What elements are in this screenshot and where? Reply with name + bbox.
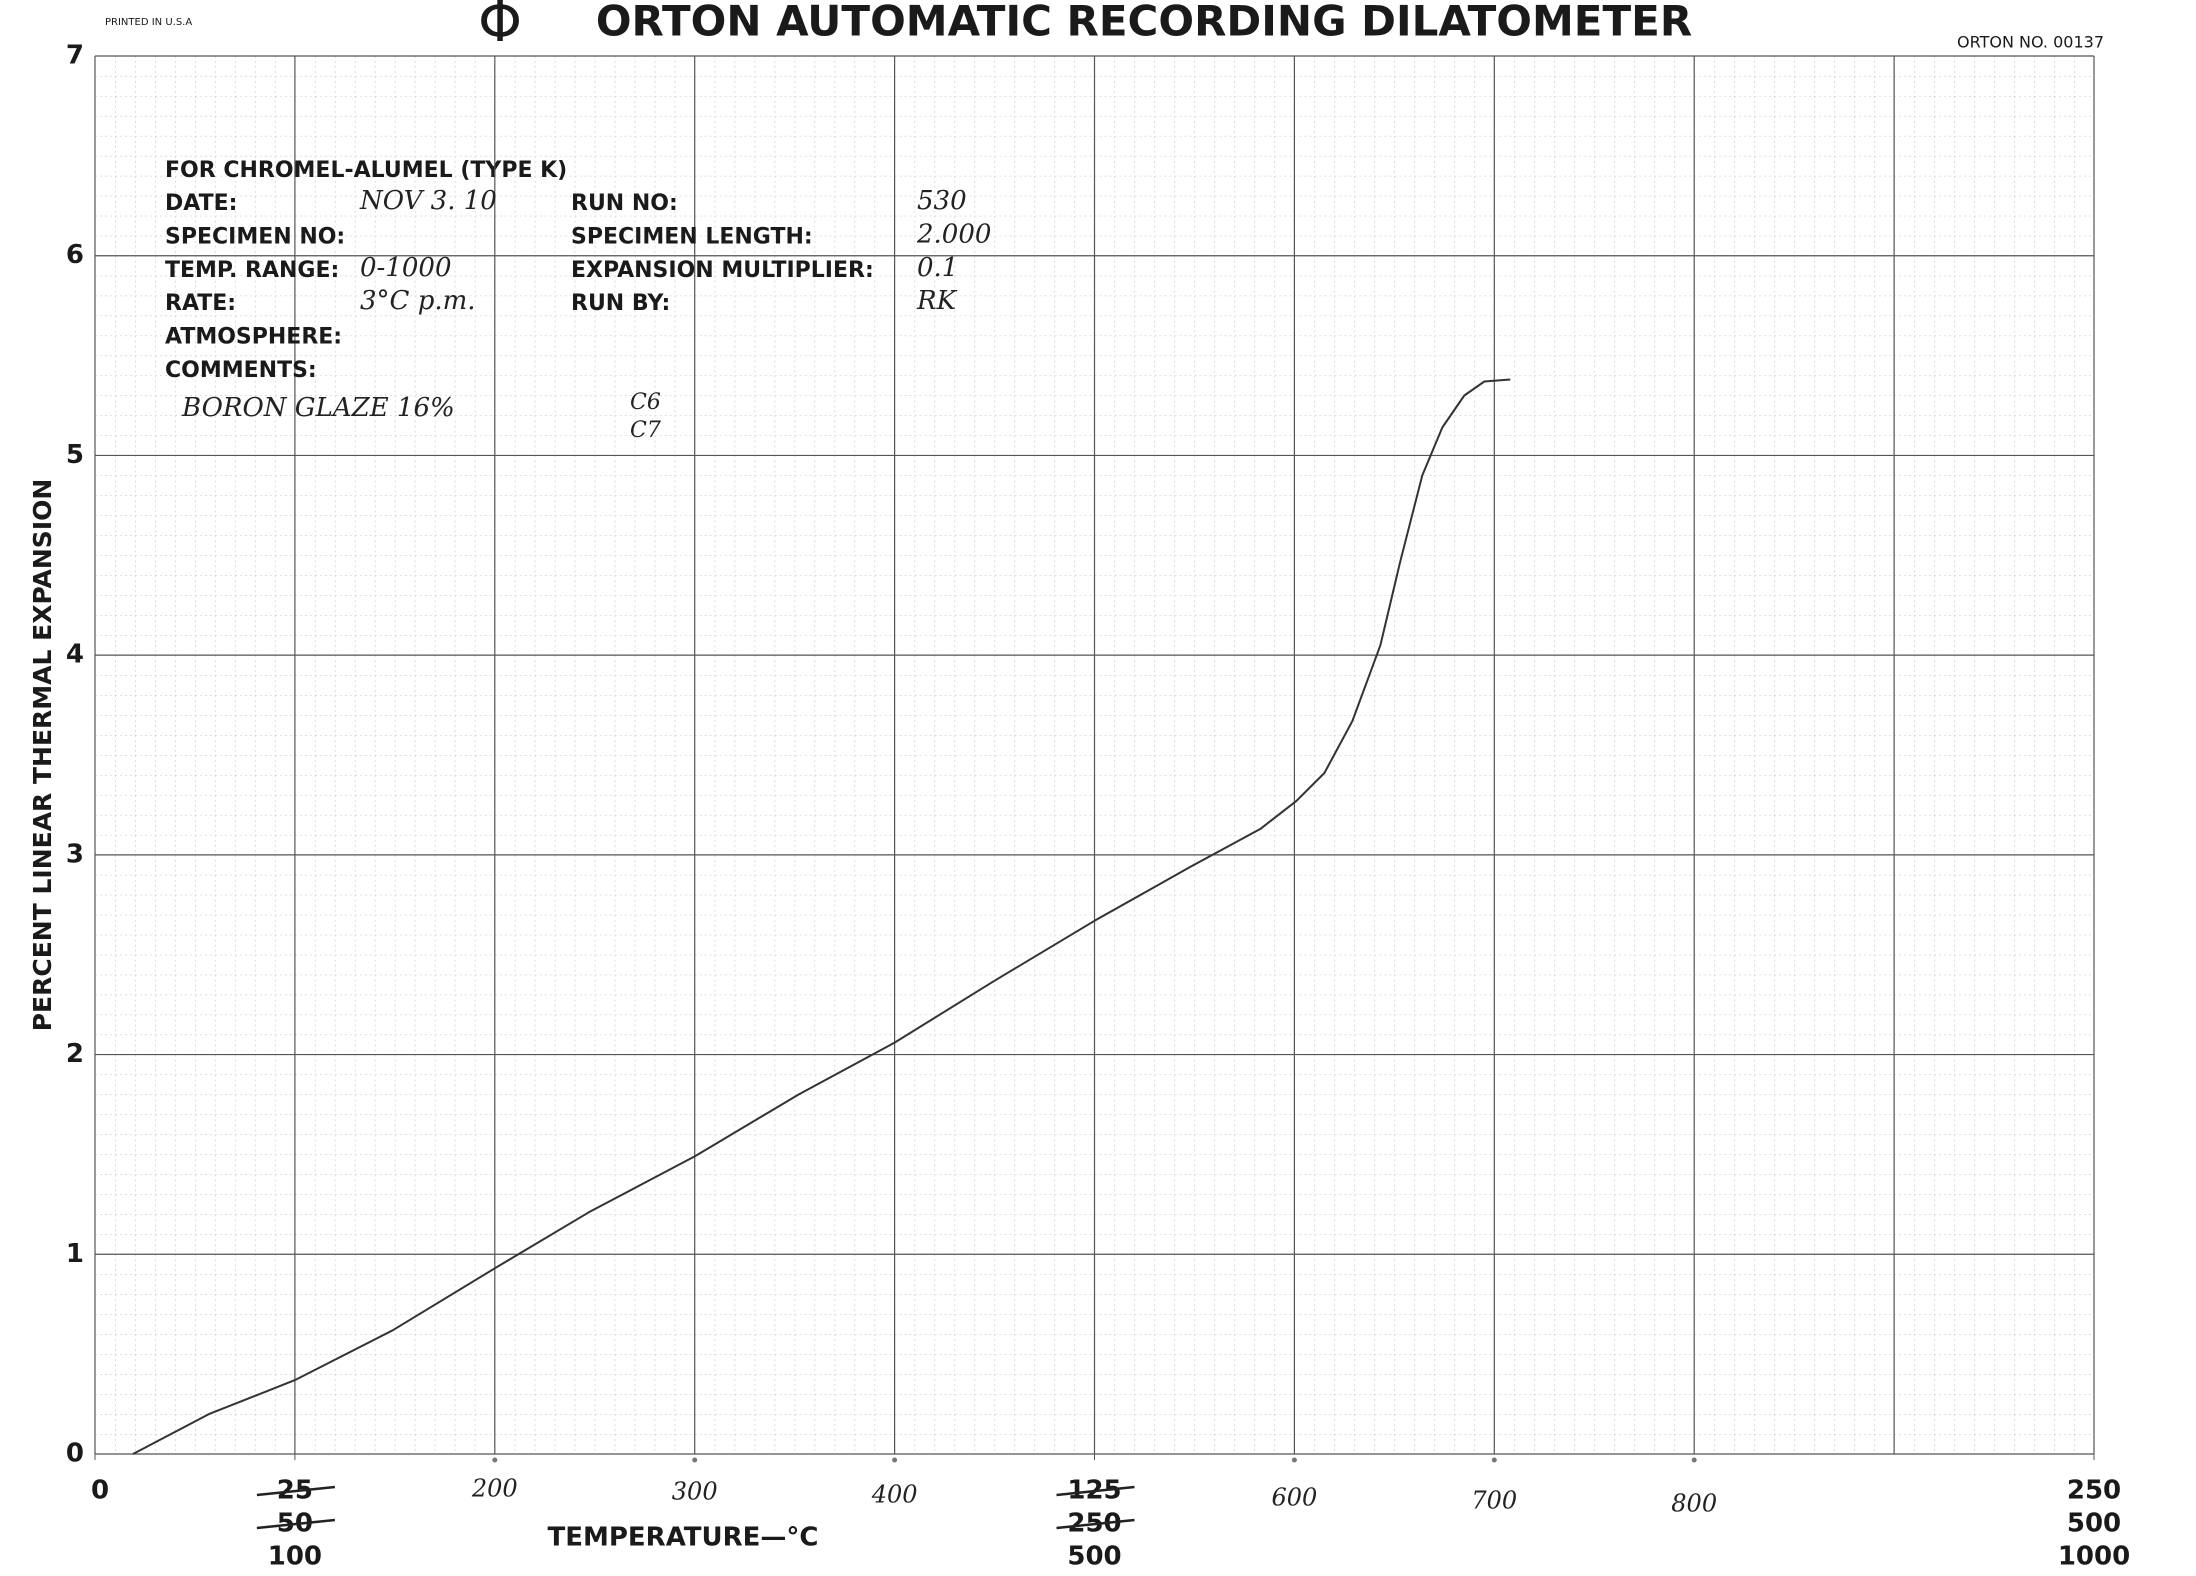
form-value: 2.000 xyxy=(916,219,991,249)
y-tick-label: 6 xyxy=(66,240,84,270)
form-heading: FOR CHROMEL-ALUMEL (TYPE K) xyxy=(165,158,567,183)
form-label: COMMENTS: xyxy=(165,358,317,383)
chart-title: ORTON AUTOMATIC RECORDING DILATOMETER xyxy=(596,0,1692,46)
form-value: RK xyxy=(916,286,958,316)
x-tick-label-handwritten: 800 xyxy=(1671,1490,1717,1518)
form-value: 530 xyxy=(917,186,967,216)
form-label: ATMOSPHERE: xyxy=(165,325,342,350)
form-label: SPECIMEN LENGTH: xyxy=(571,224,813,249)
cone-label: C7 xyxy=(630,418,661,443)
x-tick-label-handwritten: 700 xyxy=(1471,1487,1517,1515)
x-tick-mark xyxy=(1291,1457,1297,1463)
cone-label: C6 xyxy=(630,390,661,415)
x-tick-mark xyxy=(1691,1457,1697,1463)
y-tick-label: 0 xyxy=(66,1439,84,1469)
y-tick-label: 5 xyxy=(66,440,84,470)
printed-in: PRINTED IN U.S.A xyxy=(105,17,192,28)
form-value: NOV 3. 10 xyxy=(359,186,497,216)
strike-through xyxy=(256,1518,336,1530)
x-tick-mark xyxy=(892,1457,898,1463)
form-value: 3°C p.m. xyxy=(360,286,476,316)
strike-through xyxy=(256,1485,336,1497)
y-tick-label: 2 xyxy=(66,1039,84,1069)
x-tick-mark xyxy=(1491,1457,1497,1463)
form-label: TEMP. RANGE: xyxy=(165,258,339,283)
strike-through xyxy=(1056,1485,1135,1497)
form-label: DATE: xyxy=(165,191,237,216)
strike-through xyxy=(1056,1518,1135,1530)
y-tick-label: 7 xyxy=(66,41,84,71)
form-label: RUN BY: xyxy=(571,291,670,316)
y-tick-label: 4 xyxy=(66,640,84,670)
x-tick-label-handwritten: 400 xyxy=(871,1481,918,1509)
expansion-curve xyxy=(132,378,1511,1455)
x-tick-label-handwritten: 200 xyxy=(471,1475,518,1503)
y-tick-label: 1 xyxy=(66,1239,84,1269)
alt-x-tick-label: 500 xyxy=(2067,1509,2121,1539)
form-label: RUN NO: xyxy=(571,191,678,216)
logo-symbol: Φ xyxy=(478,0,522,55)
x-tick-label: 0 xyxy=(91,1476,109,1506)
form-label: EXPANSION MULTIPLIER: xyxy=(571,258,874,283)
x-tick-label: 1000 xyxy=(2058,1542,2130,1572)
x-axis-label: TEMPERATURE—°C xyxy=(547,1523,818,1553)
alt-x-tick-label: 250 xyxy=(2067,1476,2121,1506)
form-label: RATE: xyxy=(165,291,236,316)
chart-number: ORTON NO. 00137 xyxy=(1957,33,2104,52)
x-tick-label-handwritten: 300 xyxy=(672,1478,718,1506)
x-tick-label: 100 xyxy=(268,1542,322,1572)
y-tick-label: 3 xyxy=(66,839,84,869)
form-label: SPECIMEN NO: xyxy=(165,224,345,249)
comments-text: BORON GLAZE 16% xyxy=(181,393,455,423)
y-axis-label: PERCENT LINEAR THERMAL EXPANSION xyxy=(28,479,57,1032)
form-value: 0.1 xyxy=(917,253,958,283)
x-tick-label-handwritten: 600 xyxy=(1271,1484,1317,1512)
x-tick-mark xyxy=(492,1457,498,1463)
x-tick-label: 500 xyxy=(1067,1542,1121,1572)
x-tick-mark xyxy=(692,1457,698,1463)
form-value: 0-1000 xyxy=(360,253,452,283)
